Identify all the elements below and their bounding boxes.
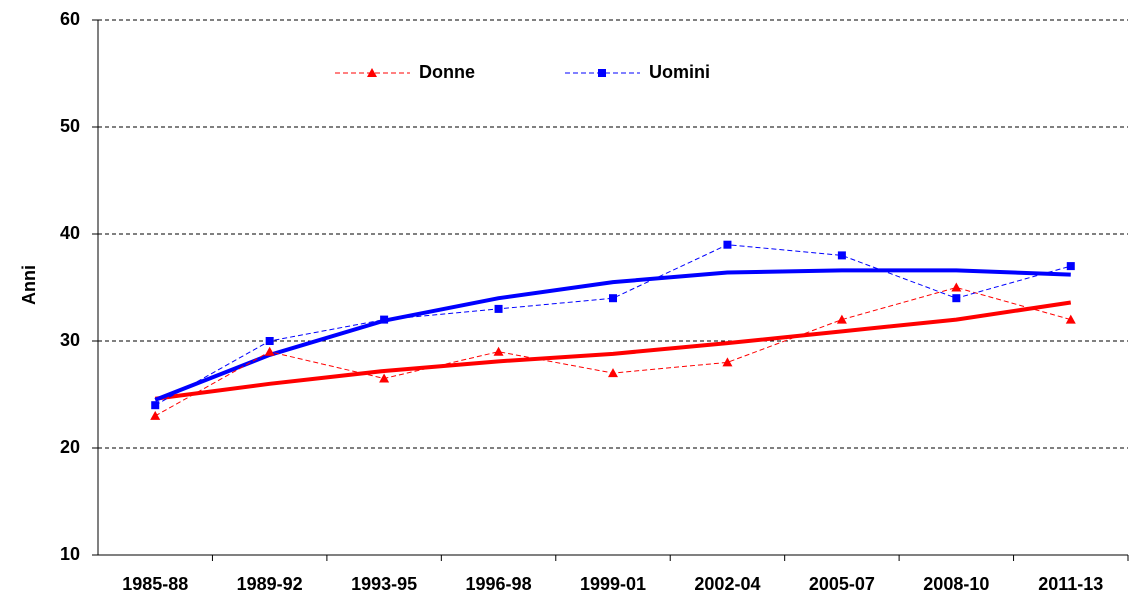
legend-label: Uomini bbox=[649, 62, 710, 82]
marker bbox=[494, 304, 503, 313]
legend-marker bbox=[367, 68, 377, 77]
marker bbox=[609, 294, 617, 303]
trend-line bbox=[154, 300, 1072, 401]
marker bbox=[151, 401, 160, 410]
x-tick-label: 1999-01 bbox=[580, 574, 646, 594]
x-tick-label: 1993-95 bbox=[351, 574, 417, 594]
marker bbox=[952, 294, 961, 303]
y-tick-label: 30 bbox=[60, 330, 80, 350]
x-tick-label: 2002-04 bbox=[694, 574, 760, 594]
y-tick-label: 60 bbox=[60, 9, 80, 29]
marker bbox=[722, 357, 733, 367]
x-tick-label: 1989-92 bbox=[237, 574, 303, 594]
marker bbox=[150, 410, 161, 420]
y-tick-label: 20 bbox=[60, 437, 80, 457]
marker bbox=[836, 314, 847, 324]
legend-marker bbox=[598, 69, 606, 77]
y-axis-label: Anni bbox=[19, 265, 39, 305]
marker bbox=[379, 373, 390, 383]
marker bbox=[837, 251, 846, 260]
marker bbox=[1066, 262, 1075, 271]
marker bbox=[1065, 314, 1076, 324]
x-tick-label: 2011-13 bbox=[1038, 574, 1103, 594]
marker bbox=[265, 337, 274, 345]
x-tick-label: 2008-10 bbox=[923, 574, 989, 594]
marker bbox=[493, 346, 504, 356]
marker bbox=[723, 240, 732, 249]
legend-label: Donne bbox=[419, 62, 475, 82]
marker bbox=[380, 315, 389, 324]
marker bbox=[264, 346, 275, 356]
trend-line bbox=[154, 268, 1071, 402]
marker bbox=[608, 368, 618, 378]
x-tick-label: 2005-07 bbox=[809, 574, 875, 594]
series-line bbox=[154, 244, 1071, 406]
series-line bbox=[154, 286, 1071, 417]
y-tick-label: 10 bbox=[60, 544, 80, 564]
x-tick-label: 1996-98 bbox=[466, 574, 532, 594]
x-tick-label: 1985-88 bbox=[122, 574, 188, 594]
marker bbox=[951, 282, 962, 292]
y-tick-label: 40 bbox=[60, 223, 80, 243]
y-tick-label: 50 bbox=[60, 116, 80, 136]
